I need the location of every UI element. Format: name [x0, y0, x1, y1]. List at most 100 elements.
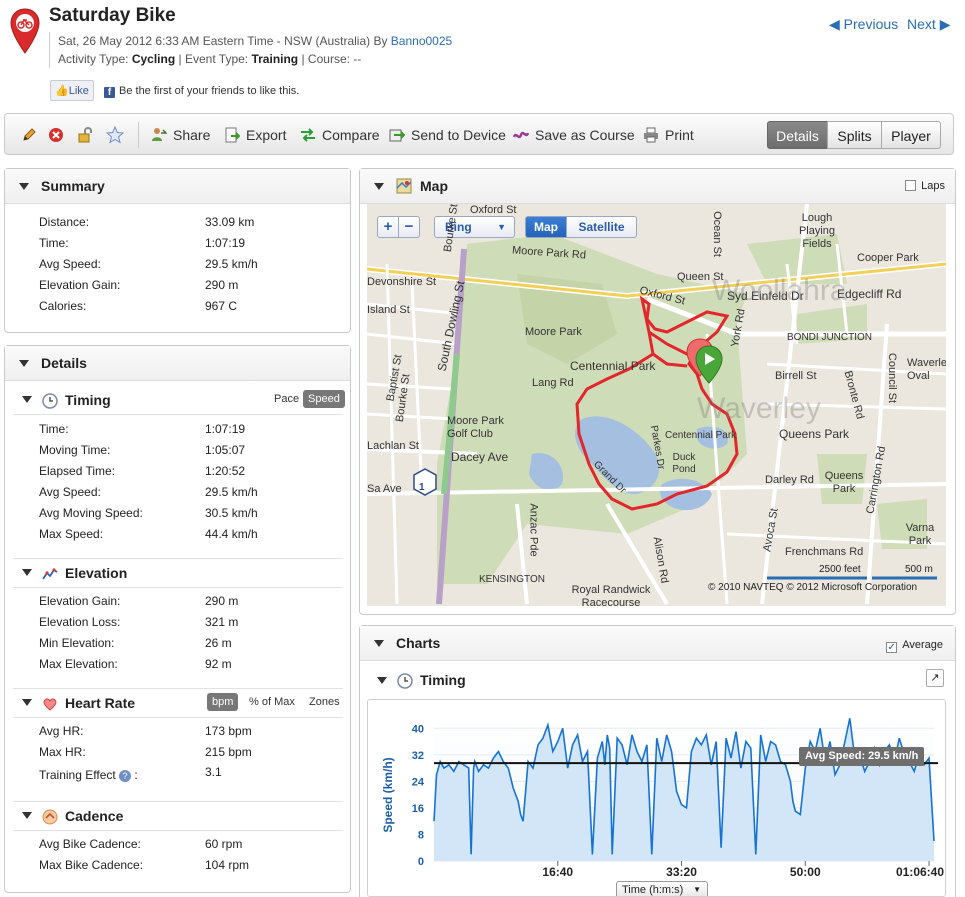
heart-rate-label: Max HR:	[39, 745, 86, 759]
map-street-label: Birrell St	[775, 370, 817, 382]
summary-label: Avg Speed:	[39, 257, 101, 271]
elevation-label: Max Elevation:	[39, 657, 118, 671]
timing-section-header[interactable]: Timing Pace Speed	[13, 386, 345, 415]
heart-rate-section-header[interactable]: Heart Rate bpm % of Max Zones	[13, 688, 343, 718]
zoom-out-button[interactable]: −	[398, 216, 420, 238]
heart-rate-title: Heart Rate	[65, 695, 136, 711]
course-icon	[513, 131, 529, 139]
cadence-title: Cadence	[65, 808, 124, 824]
timing-label: Avg Moving Speed:	[39, 506, 143, 520]
zoom-in-button[interactable]: +	[377, 216, 399, 238]
summary-header[interactable]: Summary	[5, 169, 350, 204]
printer-icon	[644, 127, 658, 143]
map-park-label: Centennial Park	[570, 359, 656, 373]
help-icon[interactable]: ?	[119, 770, 132, 782]
activity-meta: Sat, 26 May 2012 6:33 AM Eastern Time - …	[49, 32, 452, 68]
activity-date-line: Sat, 26 May 2012 6:33 AM Eastern Time - …	[58, 32, 452, 50]
cadence-row: Max Bike Cadence: 104 rpm	[39, 855, 249, 876]
facebook-like-text: f Be the first of your friends to like th…	[104, 85, 299, 98]
elevation-section-header[interactable]: Elevation	[13, 558, 343, 588]
cadence-value: 104 rpm	[205, 858, 250, 872]
elevation-row: Elevation Loss: 321 m	[39, 612, 238, 633]
laps-checkbox-box[interactable]	[905, 180, 917, 191]
facebook-icon: f	[104, 87, 115, 98]
expand-icon[interactable]: ↗	[926, 669, 944, 687]
map-street-label: Anzac Pde	[527, 503, 540, 557]
print-button[interactable]: Print	[643, 114, 694, 156]
map-provider-select[interactable]: Bing ▼	[434, 216, 515, 238]
chevron-down-icon: ▼	[693, 885, 701, 894]
edit-pencil-icon[interactable]	[21, 127, 37, 143]
map-street-label: Dacey Ave	[451, 450, 509, 464]
export-button[interactable]: Export	[224, 114, 286, 156]
export-icon	[225, 127, 240, 143]
average-checkbox[interactable]: ✓ Average	[886, 628, 943, 662]
collapse-triangle-icon	[19, 183, 29, 190]
map-title: Map	[420, 178, 448, 194]
heart-rate-value: 3.1	[205, 765, 222, 779]
tab-player[interactable]: Player	[881, 121, 941, 149]
elevation-value: 321 m	[205, 615, 239, 629]
map-street-label: Sa Ave	[367, 483, 402, 495]
cadence-label: Avg Bike Cadence:	[39, 837, 141, 851]
charts-header[interactable]: Charts ✓ Average	[360, 626, 955, 661]
summary-title: Summary	[41, 178, 105, 194]
elevation-value: 290 m	[205, 594, 239, 608]
export-label: Export	[246, 127, 287, 143]
favorite-star-icon[interactable]	[106, 126, 124, 144]
summary-value: 33.09 km	[205, 215, 255, 229]
cadence-section-header[interactable]: Cadence	[13, 801, 343, 831]
cadence-label: Max Bike Cadence:	[39, 858, 144, 872]
clock-icon	[42, 393, 58, 409]
laps-checkbox[interactable]: Laps	[905, 169, 945, 203]
send-to-device-button[interactable]: Send to Device	[389, 114, 506, 156]
save-as-course-button[interactable]: Save as Course	[513, 114, 635, 156]
delete-icon[interactable]	[48, 127, 64, 143]
timing-label: Max Speed:	[39, 527, 104, 541]
activity-title: Saturday Bike	[49, 5, 176, 26]
map-street-label: Ocean St	[710, 211, 723, 257]
timing-value: 44.4 km/h	[205, 527, 258, 541]
percent-max-toggle[interactable]: % of Max	[249, 696, 295, 708]
map-view-button[interactable]: Map	[525, 216, 567, 238]
satellite-view-button[interactable]: Satellite	[566, 216, 637, 238]
elevation-chart-icon	[42, 568, 58, 580]
map-park-label: Waverley Oval	[907, 357, 946, 382]
map-park-label: Cooper Park	[857, 252, 919, 264]
next-label: Next	[907, 16, 936, 32]
x-axis-selector[interactable]: Time (h:m:s) ▼	[616, 881, 708, 896]
user-link[interactable]: Banno0025	[390, 34, 453, 48]
cadence-value: 60 rpm	[205, 837, 243, 851]
previous-link[interactable]: ◀ Previous	[829, 16, 898, 33]
clock-icon	[397, 673, 413, 689]
route-shield-label: 1	[419, 482, 425, 493]
summary-row: Distance: 33.09 km	[39, 212, 254, 233]
average-checkbox-box[interactable]: ✓	[886, 642, 898, 653]
pace-toggle[interactable]: Pace	[274, 393, 300, 405]
course-label: | Course:	[301, 52, 350, 66]
speed-chart[interactable]: 0 8 16 24 32 40 16:40 33:20 50:00 01:06:40 Speed…	[367, 699, 946, 897]
details-header[interactable]: Details	[5, 346, 350, 381]
tab-details[interactable]: Details	[767, 121, 828, 149]
route-map[interactable]: 1 + − Bing ▼ Map Satellite Moore Park Rd …	[367, 204, 946, 606]
heart-icon	[43, 698, 57, 711]
compare-icon	[301, 128, 315, 142]
privacy-lock-icon[interactable]	[77, 127, 93, 143]
elevation-row: Elevation Gain: 290 m	[39, 591, 238, 612]
y-tick-label: 24	[412, 776, 425, 788]
summary-label: Elevation Gain:	[39, 278, 121, 292]
map-header[interactable]: Map Laps	[360, 169, 955, 204]
zones-toggle[interactable]: Zones	[309, 696, 340, 708]
elevation-row: Max Elevation: 92 m	[39, 654, 232, 675]
tab-splits[interactable]: Splits	[827, 121, 882, 149]
timing-chart-header[interactable]: Timing ↗	[368, 666, 946, 694]
bpm-toggle[interactable]: bpm	[207, 693, 239, 711]
like-button[interactable]: 👍Like	[50, 80, 94, 101]
map-suburb-label: KENSINGTON	[479, 574, 545, 585]
compare-button[interactable]: Compare	[300, 114, 380, 156]
next-link[interactable]: Next ▶	[907, 16, 950, 33]
speed-toggle[interactable]: Speed	[303, 390, 345, 408]
share-button[interactable]: Share	[151, 114, 210, 156]
map-suburb-watermark: Woollahra	[712, 274, 847, 307]
chevron-right-icon: ▶	[939, 16, 951, 32]
